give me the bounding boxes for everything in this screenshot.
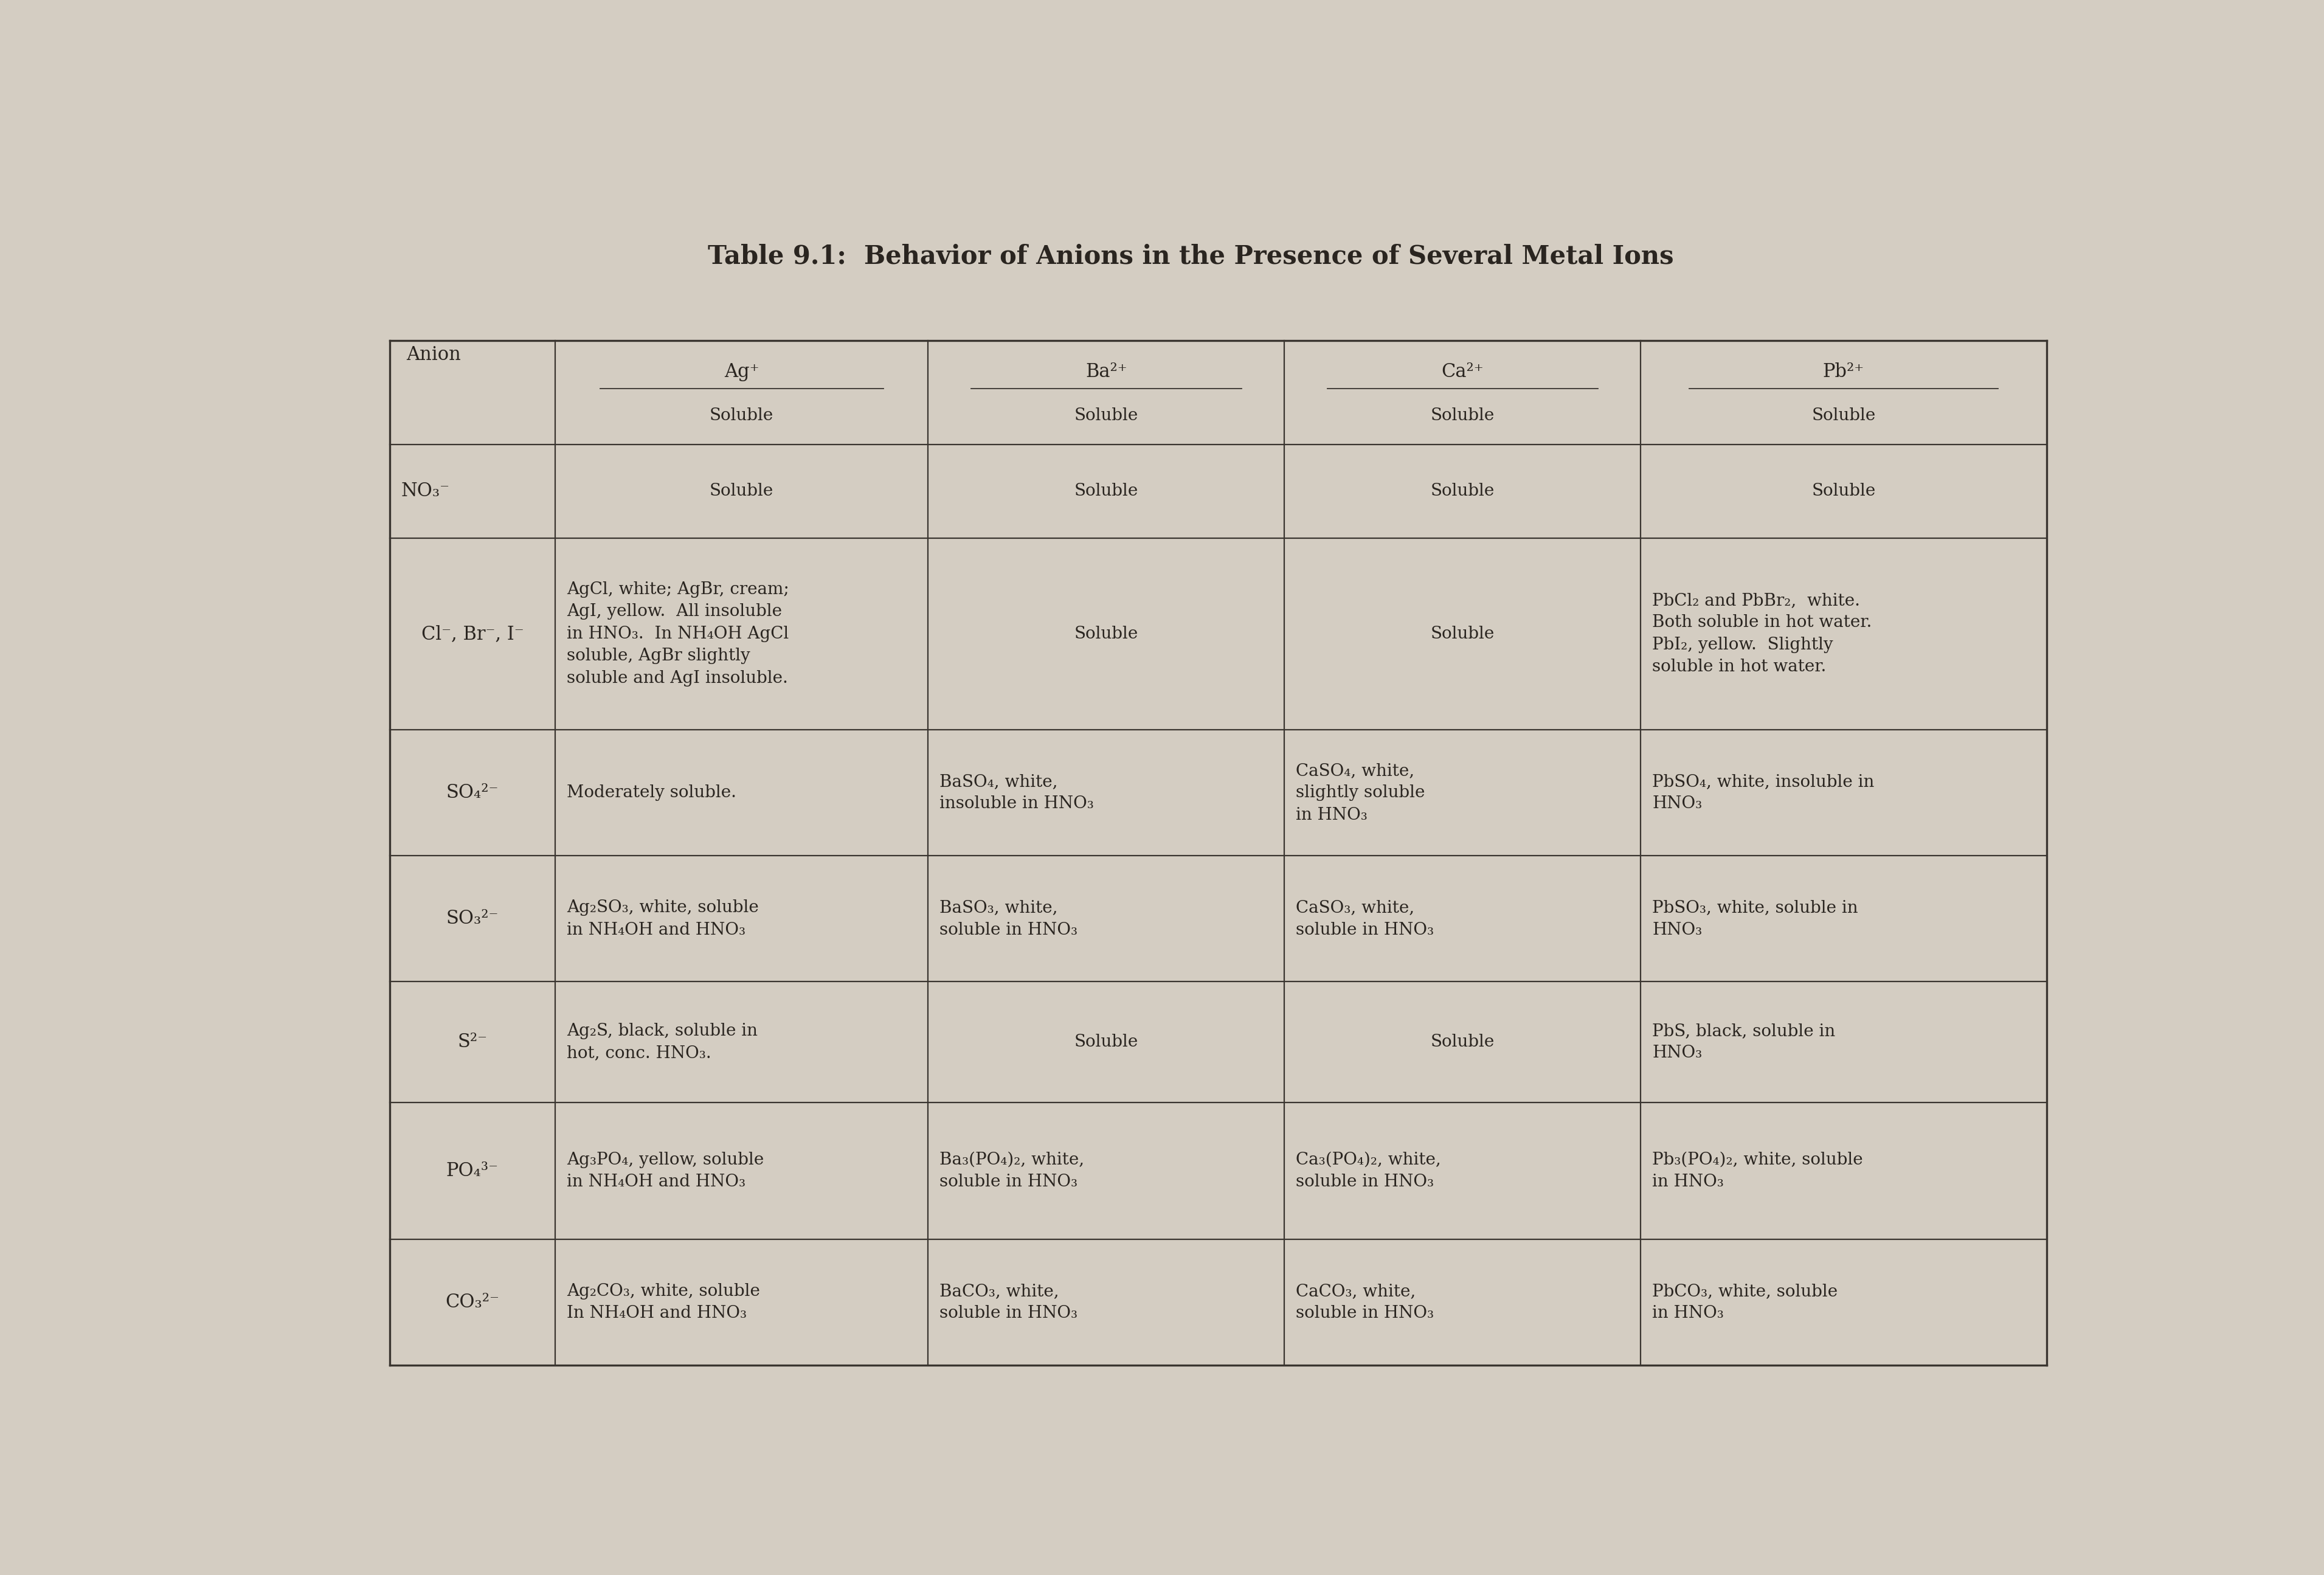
Text: Soluble: Soluble xyxy=(1432,625,1494,643)
Text: CaCO₃, white,
soluble in HNO₃: CaCO₃, white, soluble in HNO₃ xyxy=(1297,1284,1434,1321)
Text: AgCl, white; AgBr, cream;
AgI, yellow.  All insoluble
in HNO₃.  In NH₄OH AgCl
so: AgCl, white; AgBr, cream; AgI, yellow. A… xyxy=(567,581,790,687)
Text: PbS, black, soluble in
HNO₃: PbS, black, soluble in HNO₃ xyxy=(1652,1022,1836,1062)
Text: Soluble: Soluble xyxy=(1074,625,1139,643)
Text: Ag₂SO₃, white, soluble
in NH₄OH and HNO₃: Ag₂SO₃, white, soluble in NH₄OH and HNO₃ xyxy=(567,899,760,939)
Text: Ag₂S, black, soluble in
hot, conc. HNO₃.: Ag₂S, black, soluble in hot, conc. HNO₃. xyxy=(567,1022,758,1062)
Text: Ba²⁺: Ba²⁺ xyxy=(1085,362,1127,381)
Text: Soluble: Soluble xyxy=(1074,1033,1139,1051)
Text: BaSO₄, white,
insoluble in HNO₃: BaSO₄, white, insoluble in HNO₃ xyxy=(939,773,1095,813)
Text: Soluble: Soluble xyxy=(1074,484,1139,499)
Text: CaSO₄, white,
slightly soluble
in HNO₃: CaSO₄, white, slightly soluble in HNO₃ xyxy=(1297,762,1425,824)
Text: Soluble: Soluble xyxy=(1074,408,1139,424)
Text: SO₄²⁻: SO₄²⁻ xyxy=(446,783,500,802)
Text: PbCl₂ and PbBr₂,  white.
Both soluble in hot water.
PbI₂, yellow.  Slightly
solu: PbCl₂ and PbBr₂, white. Both soluble in … xyxy=(1652,592,1871,676)
Text: PO₄³⁻: PO₄³⁻ xyxy=(446,1161,500,1180)
Text: PbSO₄, white, insoluble in
HNO₃: PbSO₄, white, insoluble in HNO₃ xyxy=(1652,773,1875,813)
Text: Pb²⁺: Pb²⁺ xyxy=(1822,362,1864,381)
Text: Moderately soluble.: Moderately soluble. xyxy=(567,784,737,802)
Text: Cl⁻, Br⁻, I⁻: Cl⁻, Br⁻, I⁻ xyxy=(421,624,523,643)
Text: Soluble: Soluble xyxy=(1813,484,1875,499)
Text: NO₃⁻: NO₃⁻ xyxy=(402,482,451,501)
Text: Soluble: Soluble xyxy=(709,484,774,499)
Text: Soluble: Soluble xyxy=(1432,408,1494,424)
Text: CO₃²⁻: CO₃²⁻ xyxy=(446,1293,500,1312)
Text: Soluble: Soluble xyxy=(1432,484,1494,499)
Text: PbSO₃, white, soluble in
HNO₃: PbSO₃, white, soluble in HNO₃ xyxy=(1652,899,1859,939)
Text: Anion: Anion xyxy=(407,345,460,364)
Text: BaCO₃, white,
soluble in HNO₃: BaCO₃, white, soluble in HNO₃ xyxy=(939,1284,1078,1321)
Text: Soluble: Soluble xyxy=(1432,1033,1494,1051)
Text: BaSO₃, white,
soluble in HNO₃: BaSO₃, white, soluble in HNO₃ xyxy=(939,899,1078,939)
Text: Pb₃(PO₄)₂, white, soluble
in HNO₃: Pb₃(PO₄)₂, white, soluble in HNO₃ xyxy=(1652,1151,1864,1191)
Text: SO₃²⁻: SO₃²⁻ xyxy=(446,909,500,928)
Text: Table 9.1:  Behavior of Anions in the Presence of Several Metal Ions: Table 9.1: Behavior of Anions in the Pre… xyxy=(709,244,1673,269)
Text: Ag⁺: Ag⁺ xyxy=(725,362,760,381)
Text: Soluble: Soluble xyxy=(709,408,774,424)
Text: Soluble: Soluble xyxy=(1813,408,1875,424)
Text: Ag₃PO₄, yellow, soluble
in NH₄OH and HNO₃: Ag₃PO₄, yellow, soluble in NH₄OH and HNO… xyxy=(567,1151,765,1191)
Text: CaSO₃, white,
soluble in HNO₃: CaSO₃, white, soluble in HNO₃ xyxy=(1297,899,1434,939)
Text: Ag₂CO₃, white, soluble
In NH₄OH and HNO₃: Ag₂CO₃, white, soluble In NH₄OH and HNO₃ xyxy=(567,1284,760,1321)
Text: Ca²⁺: Ca²⁺ xyxy=(1441,362,1483,381)
Text: Ba₃(PO₄)₂, white,
soluble in HNO₃: Ba₃(PO₄)₂, white, soluble in HNO₃ xyxy=(939,1151,1085,1191)
Text: S²⁻: S²⁻ xyxy=(458,1033,488,1052)
Text: Ca₃(PO₄)₂, white,
soluble in HNO₃: Ca₃(PO₄)₂, white, soluble in HNO₃ xyxy=(1297,1151,1441,1191)
Text: PbCO₃, white, soluble
in HNO₃: PbCO₃, white, soluble in HNO₃ xyxy=(1652,1284,1838,1321)
